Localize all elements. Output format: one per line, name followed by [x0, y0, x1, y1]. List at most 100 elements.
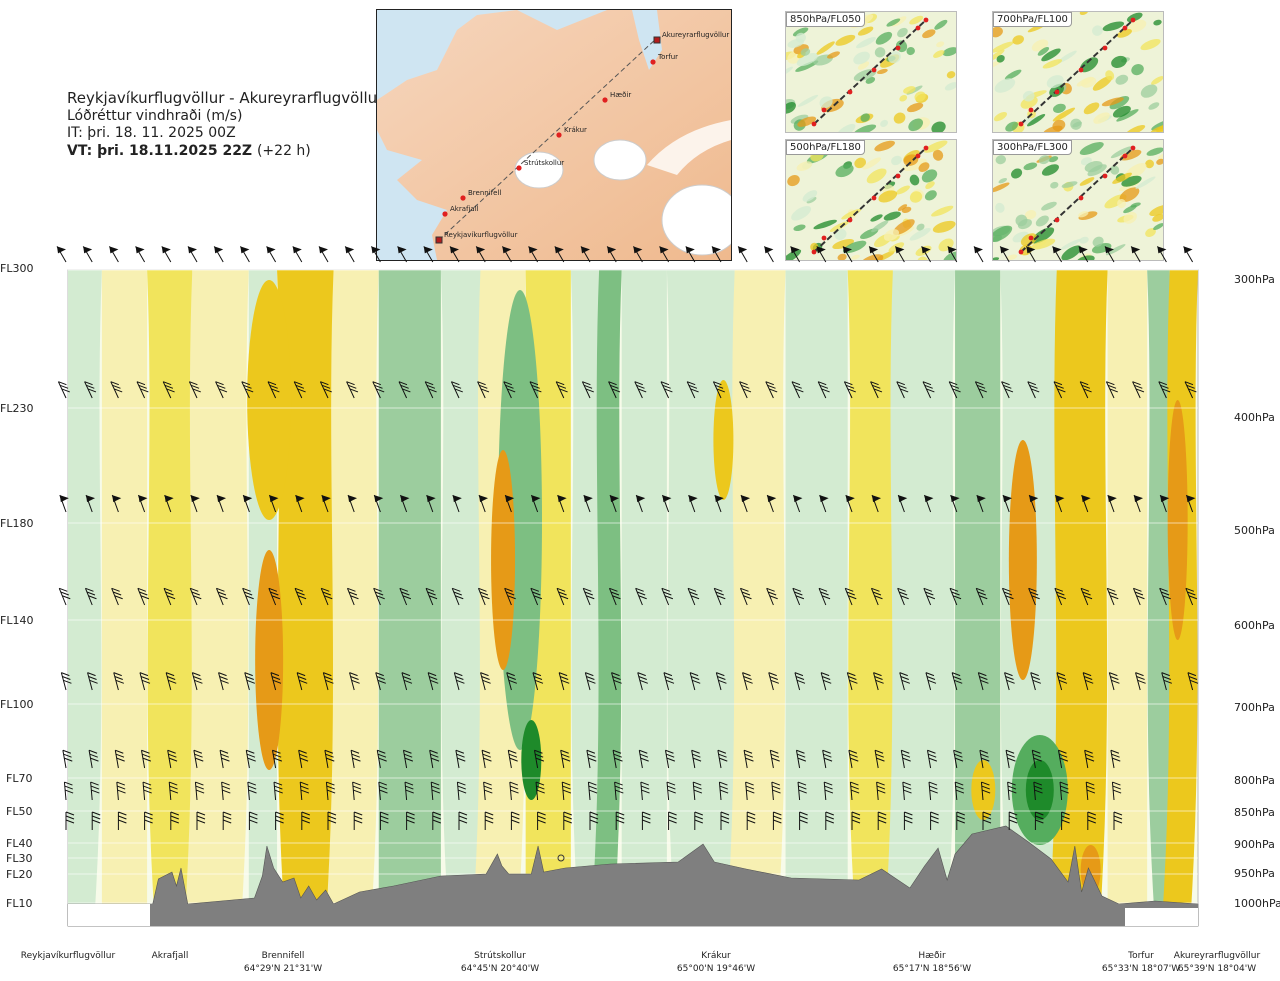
- wind-barb-feather: [90, 785, 100, 790]
- wind-barb-feather: [660, 381, 670, 386]
- wind-barb-feather: [427, 591, 436, 596]
- wind-barb-feather: [167, 749, 176, 754]
- wind-barb-feather: [874, 595, 883, 600]
- wind-barb-feather: [1061, 815, 1070, 820]
- wind-barb-feather: [530, 587, 540, 592]
- wind-barb-feather: [662, 384, 671, 389]
- mini-map-field: [906, 46, 915, 56]
- wind-barb-pennant: [898, 495, 908, 503]
- wind-barb-feather: [114, 676, 123, 680]
- wind-barb-feather: [86, 384, 95, 389]
- wind-barb-feather: [956, 819, 965, 824]
- pressure-level-label: 800hPa: [1234, 774, 1275, 787]
- velocity-core: [521, 720, 542, 800]
- wind-barb-feather: [246, 679, 255, 684]
- wind-barb-feather: [141, 753, 151, 758]
- mini-map-field: [995, 202, 1005, 213]
- mini-waypoint: [871, 195, 877, 201]
- wind-barb-feather: [1056, 591, 1065, 596]
- mini-waypoint: [847, 89, 853, 95]
- wind-barb-feather: [1085, 679, 1094, 684]
- terrain-base: [68, 904, 1198, 926]
- wind-barb-feather: [115, 753, 125, 758]
- wind-barb-pennant: [319, 246, 328, 254]
- wind-barb-feather: [245, 676, 254, 680]
- wind-barb-feather: [690, 388, 699, 393]
- mini-map-field: [943, 251, 956, 260]
- wind-barb-feather: [165, 672, 175, 677]
- sea-right: [1125, 908, 1198, 926]
- wind-barb-pennant: [633, 246, 643, 254]
- wind-barb-feather: [982, 815, 992, 820]
- wind-barb-feather: [511, 819, 520, 824]
- wind-barb-feather: [1007, 785, 1017, 790]
- wind-barb-feather: [505, 591, 515, 596]
- wind-barb-feather: [1056, 672, 1066, 677]
- wind-barb-feather: [170, 815, 179, 820]
- wind-barb-staff: [506, 672, 512, 691]
- wind-barb-feather: [170, 819, 179, 824]
- wind-barb-feather: [878, 819, 887, 824]
- wind-barb-feather: [427, 672, 437, 677]
- wind-barb-pennant: [895, 246, 905, 254]
- wind-barb-feather: [190, 384, 200, 389]
- wind-barb-feather: [326, 785, 335, 790]
- wind-barb-feather: [770, 753, 780, 758]
- wind-barb-feather: [1113, 811, 1123, 816]
- wind-barb-feather: [87, 388, 97, 393]
- wind-barb-feather: [1187, 591, 1196, 596]
- mini-map-field: [1079, 57, 1099, 73]
- wind-barb-feather: [585, 672, 594, 677]
- wind-barb-staff: [768, 672, 774, 691]
- wind-barb-staff: [902, 782, 905, 801]
- calm-wind-marker: [557, 854, 565, 862]
- mini-waypoint: [847, 217, 853, 223]
- wind-barb-pennant: [764, 246, 774, 254]
- wind-barb-feather: [897, 587, 906, 592]
- wind-barb-feather: [243, 591, 253, 596]
- wind-barb-feather: [1031, 595, 1040, 600]
- wind-barb-feather: [769, 676, 778, 680]
- wind-barb-feather: [221, 757, 230, 762]
- wind-barb-feather: [139, 591, 148, 596]
- wind-barb-staff: [608, 381, 617, 399]
- wind-barb-feather: [506, 388, 516, 393]
- wind-barb-feather: [741, 591, 751, 596]
- velocity-band: [666, 270, 743, 926]
- wind-barb-feather: [195, 789, 205, 794]
- wind-barb-feather: [664, 388, 673, 393]
- wind-barb-feather: [795, 595, 805, 600]
- wind-barb-feather: [326, 781, 335, 786]
- wind-barb-feather: [557, 384, 567, 389]
- mini-waypoint: [821, 107, 827, 113]
- wind-barb-staff: [245, 750, 250, 769]
- mini-map-700-svg: [993, 12, 1163, 132]
- wind-barb-staff: [743, 750, 748, 769]
- wind-barb-feather: [141, 679, 151, 684]
- pressure-level-label: 700hPa: [1234, 701, 1275, 714]
- wind-barb-feather: [713, 381, 722, 386]
- wind-barb-feather: [1059, 781, 1069, 786]
- wind-barb-feather: [661, 587, 671, 592]
- mini-map-field: [835, 164, 854, 178]
- wind-barb-feather: [510, 785, 519, 790]
- mini-map-field: [1031, 227, 1055, 244]
- wind-barb-feather: [118, 811, 127, 816]
- wind-barb-feather: [271, 676, 281, 680]
- wind-barb-feather: [425, 381, 434, 386]
- wind-barb-pennant: [138, 495, 148, 503]
- mini-map-field: [835, 34, 856, 46]
- wind-barb-feather: [195, 781, 204, 786]
- wind-barb-feather: [1083, 388, 1092, 393]
- wind-barb-feather: [483, 785, 493, 790]
- wind-barb-feather: [872, 591, 882, 596]
- wind-barb-feather: [425, 587, 435, 592]
- wind-barb-feather: [455, 595, 464, 600]
- wind-barb-feather: [504, 587, 513, 592]
- wind-barb-feather: [850, 757, 859, 762]
- wind-barb-pennant: [845, 495, 855, 503]
- wind-barb-feather: [849, 753, 858, 758]
- mini-map-field: [1105, 70, 1115, 81]
- wind-barb-pennant: [400, 495, 410, 503]
- wind-barb-feather: [1189, 679, 1199, 684]
